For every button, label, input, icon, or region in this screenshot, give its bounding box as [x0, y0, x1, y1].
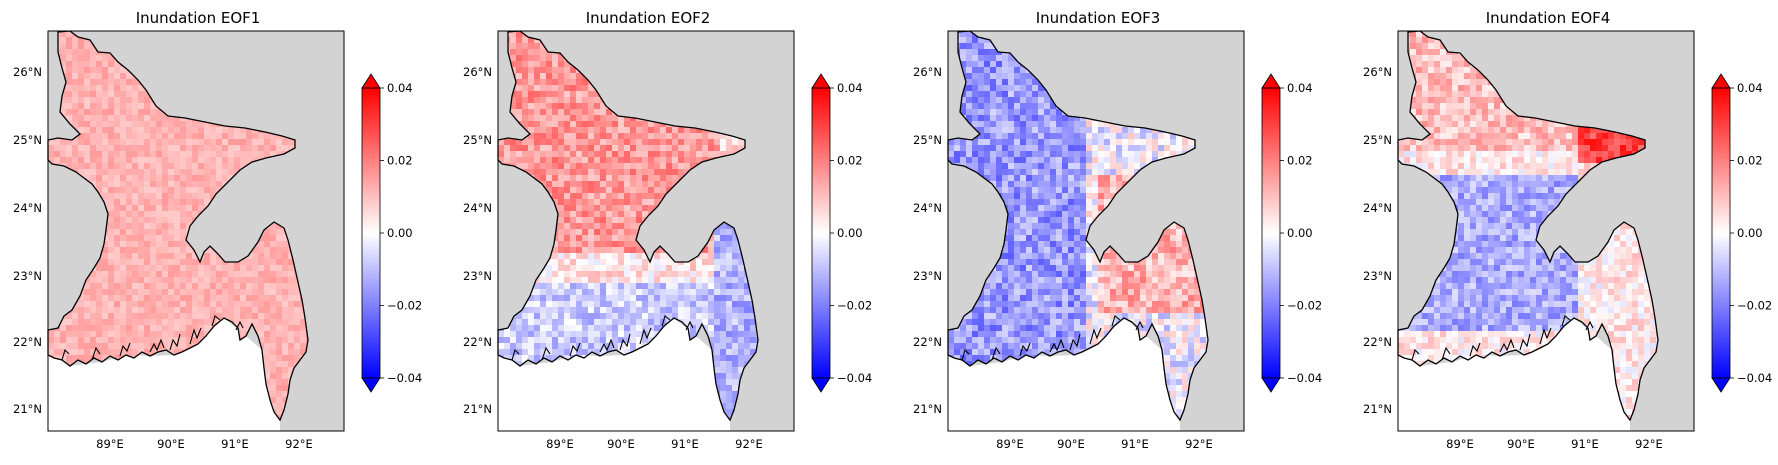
colorbar-tick-label: −0.02 — [1287, 299, 1322, 313]
colorbar-body — [1262, 88, 1280, 378]
colorbar-extend-min — [812, 378, 830, 392]
colorbar-tick-label: −0.04 — [1737, 371, 1772, 385]
colorbar-extend-min — [1712, 378, 1730, 392]
lat-tick-label: 24°N — [1363, 201, 1392, 215]
lat-tick-label: 23°N — [913, 269, 942, 283]
lat-tick-label: 21°N — [463, 402, 492, 416]
lat-tick-label: 25°N — [913, 133, 942, 147]
lat-tick-label: 23°N — [1363, 269, 1392, 283]
lat-tick-label: 21°N — [913, 402, 942, 416]
colorbar: 0.04 0.02 0.00 −0.02 −0.04 — [1712, 74, 1772, 392]
lon-tick-label: 91°E — [671, 437, 699, 451]
lat-tick-label: 25°N — [1363, 133, 1392, 147]
lat-tick-label: 22°N — [463, 335, 492, 349]
map-panel-eof3: Inundation EOF3 26°N 25°N 24°N 23°N 22°N 21°N… — [900, 0, 1340, 461]
map-eof3: 26°N 25°N 24°N 23°N 22°N 21°N 89°E 90°E 91°E 92°E… — [900, 0, 1340, 461]
map-eof2: 26°N 25°N 24°N 23°N 22°N 21°N 89°E 90°E 91°E 92°E… — [450, 0, 890, 461]
colorbar-tick-label: −0.04 — [837, 371, 872, 385]
colorbar-tick-label: 0.02 — [837, 154, 863, 168]
lon-tick-label: 90°E — [1507, 437, 1535, 451]
lon-tick-label: 89°E — [1446, 437, 1474, 451]
map-panel-eof2: Inundation EOF2 26°N 25°N 24°N 23°N 22°N 21°N… — [450, 0, 890, 461]
lon-tick-label: 92°E — [1635, 437, 1663, 451]
lat-tick-label: 22°N — [13, 335, 42, 349]
panel-title: Inundation EOF2 — [498, 9, 798, 27]
lon-tick-label: 91°E — [1571, 437, 1599, 451]
map-eof1: 26°N 25°N 24°N 23°N 22°N 21°N 89°E 90°E 91°E 92°E… — [0, 0, 440, 461]
colorbar-extend-min — [362, 378, 380, 392]
colorbar-tick-label: 0.04 — [1737, 81, 1763, 95]
colorbar-tick-label: 0.02 — [1287, 154, 1313, 168]
lat-tick-label: 22°N — [1363, 335, 1392, 349]
colorbar-tick-label: −0.04 — [387, 371, 422, 385]
colorbar-body — [1712, 88, 1730, 378]
colorbar-tick-label: 0.00 — [1737, 226, 1763, 240]
colorbar-tick-label: −0.02 — [387, 299, 422, 313]
colorbar-tick-label: 0.04 — [387, 81, 413, 95]
colorbar: 0.04 0.02 0.00 −0.02 −0.04 — [1262, 74, 1322, 392]
lat-tick-label: 26°N — [463, 65, 492, 79]
lat-tick-label: 25°N — [463, 133, 492, 147]
colorbar-body — [362, 88, 380, 378]
colorbar-tick-label: 0.04 — [1287, 81, 1313, 95]
lat-tick-label: 24°N — [913, 201, 942, 215]
panel-title: Inundation EOF3 — [948, 9, 1248, 27]
colorbar-extend-max — [812, 74, 830, 88]
lon-tick-label: 92°E — [1185, 437, 1213, 451]
lat-tick-label: 25°N — [13, 133, 42, 147]
map-eof4: 26°N 25°N 24°N 23°N 22°N 21°N 89°E 90°E 91°E 92°E… — [1350, 0, 1778, 461]
lat-tick-label: 24°N — [463, 201, 492, 215]
colorbar-tick-label: 0.02 — [1737, 154, 1763, 168]
lon-tick-label: 89°E — [996, 437, 1024, 451]
lat-tick-label: 26°N — [1363, 65, 1392, 79]
colorbar-tick-label: 0.00 — [387, 226, 413, 240]
lat-tick-label: 21°N — [13, 402, 42, 416]
lat-tick-label: 26°N — [913, 65, 942, 79]
colorbar: 0.04 0.02 0.00 −0.02 −0.04 — [812, 74, 872, 392]
lat-tick-label: 23°N — [13, 269, 42, 283]
colorbar-extend-min — [1262, 378, 1280, 392]
lat-tick-label: 23°N — [463, 269, 492, 283]
colorbar-tick-label: −0.04 — [1287, 371, 1322, 385]
lon-tick-label: 92°E — [735, 437, 763, 451]
colorbar-tick-label: 0.04 — [837, 81, 863, 95]
lon-tick-label: 89°E — [546, 437, 574, 451]
lon-tick-label: 91°E — [1121, 437, 1149, 451]
colorbar-extend-max — [1262, 74, 1280, 88]
lat-tick-label: 21°N — [1363, 402, 1392, 416]
lat-tick-label: 26°N — [13, 65, 42, 79]
lat-tick-label: 22°N — [913, 335, 942, 349]
colorbar-tick-label: 0.00 — [1287, 226, 1313, 240]
lon-tick-label: 90°E — [1057, 437, 1085, 451]
colorbar-body — [812, 88, 830, 378]
lon-tick-label: 90°E — [607, 437, 635, 451]
map-panel-eof1: Inundation EOF1 26°N 25°N 24°N 23°N 22°N 21°N… — [0, 0, 440, 461]
lon-tick-label: 91°E — [221, 437, 249, 451]
colorbar-tick-label: 0.00 — [837, 226, 863, 240]
panel-title: Inundation EOF4 — [1398, 9, 1698, 27]
colorbar: 0.04 0.02 0.00 −0.02 −0.04 — [362, 74, 422, 392]
colorbar-tick-label: −0.02 — [837, 299, 872, 313]
lon-tick-label: 92°E — [285, 437, 313, 451]
colorbar-tick-label: −0.02 — [1737, 299, 1772, 313]
colorbar-extend-max — [1712, 74, 1730, 88]
colorbar-extend-max — [362, 74, 380, 88]
lon-tick-label: 89°E — [96, 437, 124, 451]
map-panel-eof4: Inundation EOF4 26°N 25°N 24°N 23°N 22°N 21°N… — [1350, 0, 1778, 461]
lon-tick-label: 90°E — [157, 437, 185, 451]
panel-title: Inundation EOF1 — [48, 9, 348, 27]
lat-tick-label: 24°N — [13, 201, 42, 215]
colorbar-tick-label: 0.02 — [387, 154, 413, 168]
